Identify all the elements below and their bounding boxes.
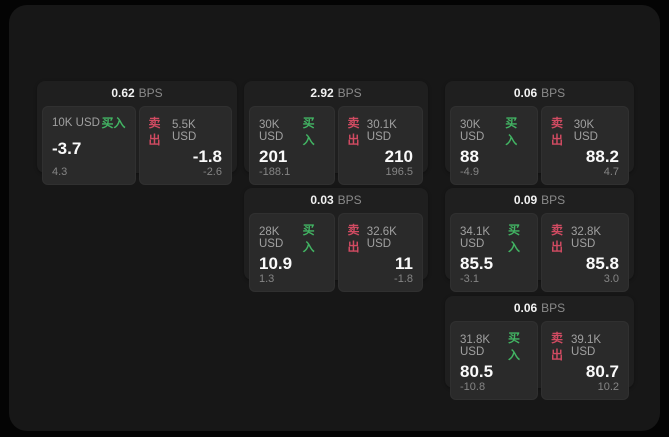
buy-price: -3.7 — [52, 138, 82, 158]
buy-label: 买入 — [101, 116, 126, 130]
bps-header: 0.03 BPS — [249, 188, 423, 213]
bps-unit: BPS — [337, 193, 362, 207]
buy-tile[interactable]: 28K USD 买入 10.9 1.3 — [249, 213, 335, 292]
sell-tile[interactable]: 卖出 5.5K USD -1.8 -2.6 — [138, 106, 232, 185]
bps-value: 0.62 — [111, 86, 135, 100]
sell-size: 30.1K USD — [366, 119, 397, 143]
bps-unit: BPS — [337, 86, 362, 100]
buy-delta: 1.3 — [259, 273, 275, 285]
sell-label: 卖出 — [347, 223, 360, 254]
buy-delta: -3.1 — [460, 273, 479, 285]
buy-delta: 4.3 — [52, 166, 68, 178]
bps-unit: BPS — [541, 301, 566, 315]
buy-delta: -188.1 — [259, 166, 291, 178]
buy-tile[interactable]: 30K USD 买入 201 -188.1 — [249, 106, 335, 185]
sell-delta: 10.2 — [597, 381, 619, 393]
bps-header: 0.06 BPS — [450, 81, 629, 106]
buy-price: 201 — [259, 147, 288, 166]
buy-tile[interactable]: 31.8K USD 买入 80.5 -10.8 — [450, 321, 538, 400]
bps-header: 2.92 BPS — [249, 81, 423, 106]
sell-delta: 196.5 — [385, 166, 413, 178]
sell-tile[interactable]: 卖出 30.1K USD 210 196.5 — [337, 106, 423, 185]
buy-price: 10.9 — [259, 254, 293, 273]
bps-value: 0.06 — [513, 301, 538, 315]
sell-label: 卖出 — [551, 116, 564, 147]
buy-size: 30K USD — [460, 119, 485, 143]
quote-card-4: 0.03 BPS 28K USD 买入 10.9 1.3 卖出 32.6K US… — [244, 188, 428, 292]
buy-tile[interactable]: 34.1K USD 买入 85.5 -3.1 — [450, 213, 538, 292]
bps-header: 0.62 BPS — [42, 81, 232, 106]
buy-tile[interactable]: 30K USD 买入 88 -4.9 — [450, 106, 538, 185]
bps-header: 0.09 BPS — [450, 188, 629, 213]
buy-label: 买入 — [505, 116, 518, 147]
bps-unit: BPS — [138, 86, 163, 100]
sell-delta: -2.6 — [203, 166, 222, 178]
buy-delta: -10.8 — [460, 381, 486, 393]
buy-size: 10K USD — [52, 116, 100, 129]
sell-delta: -1.8 — [394, 273, 413, 285]
buy-size: 30K USD — [259, 119, 284, 143]
sell-price: -1.8 — [192, 147, 222, 166]
bps-value: 2.92 — [310, 86, 334, 100]
sell-price: 80.7 — [585, 362, 619, 381]
quote-card-3: 0.06 BPS 30K USD 买入 88 -4.9 卖出 30K USD 8… — [445, 81, 634, 185]
sell-size: 32.8K USD — [571, 226, 602, 250]
sell-size: 5.5K USD — [171, 119, 197, 143]
sell-size: 32.6K USD — [366, 226, 397, 250]
buy-price: 85.5 — [460, 254, 494, 273]
bps-value: 0.03 — [310, 193, 334, 207]
buy-label: 买入 — [507, 331, 520, 362]
bps-header: 0.06 BPS — [450, 296, 629, 321]
quote-card-6: 0.06 BPS 31.8K USD 买入 80.5 -10.8 卖出 39.1… — [445, 296, 634, 400]
sell-price: 210 — [384, 147, 413, 166]
sell-delta: 4.7 — [603, 166, 619, 178]
quote-card-2: 2.92 BPS 30K USD 买入 201 -188.1 卖出 30.1K … — [244, 81, 428, 185]
buy-tile[interactable]: 10K USD 买入 -3.7 4.3 — [42, 106, 136, 185]
bps-value: 0.09 — [513, 193, 538, 207]
buy-label: 买入 — [507, 223, 520, 254]
sell-tile[interactable]: 卖出 32.8K USD 85.8 3.0 — [541, 213, 629, 292]
sell-price: 85.8 — [585, 254, 619, 273]
sell-label: 卖出 — [551, 223, 564, 254]
buy-price: 80.5 — [460, 362, 494, 381]
bps-value: 0.06 — [513, 86, 538, 100]
main-panel: 0.62 BPS 10K USD 买入 -3.7 4.3 卖出 5.5K USD… — [9, 5, 660, 431]
bps-unit: BPS — [541, 86, 566, 100]
buy-size: 28K USD — [259, 226, 284, 250]
sell-size: 30K USD — [573, 119, 598, 143]
buy-price: 88 — [460, 147, 479, 166]
buy-size: 31.8K USD — [460, 334, 491, 358]
sell-price: 88.2 — [585, 147, 619, 166]
sell-tile[interactable]: 卖出 32.6K USD 11 -1.8 — [337, 213, 423, 292]
quote-card-5: 0.09 BPS 34.1K USD 买入 85.5 -3.1 卖出 32.8K… — [445, 188, 634, 292]
buy-size: 34.1K USD — [460, 226, 491, 250]
sell-label: 卖出 — [347, 116, 360, 147]
bps-unit: BPS — [541, 193, 566, 207]
buy-label: 买入 — [302, 223, 315, 254]
sell-label: 卖出 — [148, 116, 161, 147]
sell-delta: 3.0 — [603, 273, 619, 285]
sell-size: 39.1K USD — [571, 334, 602, 358]
buy-delta: -4.9 — [460, 166, 479, 178]
sell-label: 卖出 — [551, 331, 564, 362]
sell-price: 11 — [395, 254, 413, 273]
quote-card-1: 0.62 BPS 10K USD 买入 -3.7 4.3 卖出 5.5K USD… — [37, 81, 237, 185]
buy-label: 买入 — [302, 116, 315, 147]
sell-tile[interactable]: 卖出 30K USD 88.2 4.7 — [541, 106, 629, 185]
sell-tile[interactable]: 卖出 39.1K USD 80.7 10.2 — [541, 321, 629, 400]
